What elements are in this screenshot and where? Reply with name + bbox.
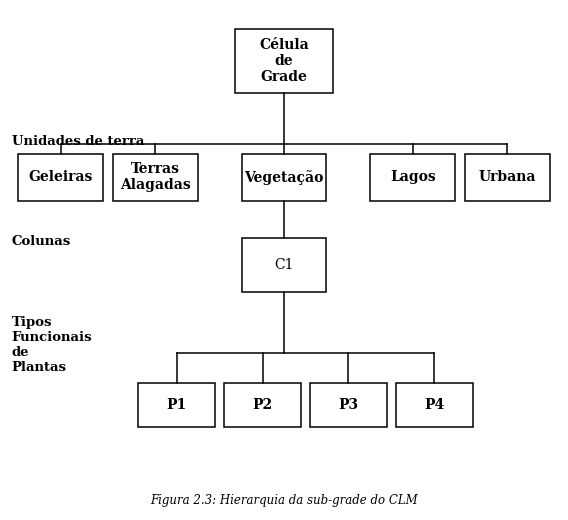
- Text: Unidades de terra: Unidades de terra: [11, 135, 144, 148]
- FancyBboxPatch shape: [112, 154, 198, 201]
- FancyBboxPatch shape: [370, 154, 456, 201]
- FancyBboxPatch shape: [310, 383, 387, 427]
- FancyBboxPatch shape: [139, 383, 215, 427]
- FancyBboxPatch shape: [235, 29, 333, 93]
- FancyBboxPatch shape: [224, 383, 300, 427]
- Text: Tipos
Funcionais
de
Plantas: Tipos Funcionais de Plantas: [11, 316, 92, 374]
- FancyBboxPatch shape: [465, 154, 550, 201]
- Text: P2: P2: [252, 398, 273, 412]
- Text: Colunas: Colunas: [11, 236, 71, 249]
- Text: Vegetação: Vegetação: [244, 170, 324, 185]
- Text: Terras
Alagadas: Terras Alagadas: [120, 162, 190, 192]
- Text: C1: C1: [274, 258, 294, 272]
- FancyBboxPatch shape: [241, 238, 327, 292]
- Text: Célula
de
Grade: Célula de Grade: [259, 37, 309, 84]
- Text: Urbana: Urbana: [478, 170, 536, 184]
- Text: P1: P1: [166, 398, 187, 412]
- Text: Lagos: Lagos: [390, 170, 436, 184]
- Text: P4: P4: [424, 398, 445, 412]
- Text: Geleiras: Geleiras: [28, 170, 93, 184]
- Text: P3: P3: [339, 398, 358, 412]
- FancyBboxPatch shape: [396, 383, 473, 427]
- FancyBboxPatch shape: [241, 154, 327, 201]
- FancyBboxPatch shape: [18, 154, 103, 201]
- Text: Figura 2.3: Hierarquia da sub-grade do CLM: Figura 2.3: Hierarquia da sub-grade do C…: [150, 494, 418, 507]
